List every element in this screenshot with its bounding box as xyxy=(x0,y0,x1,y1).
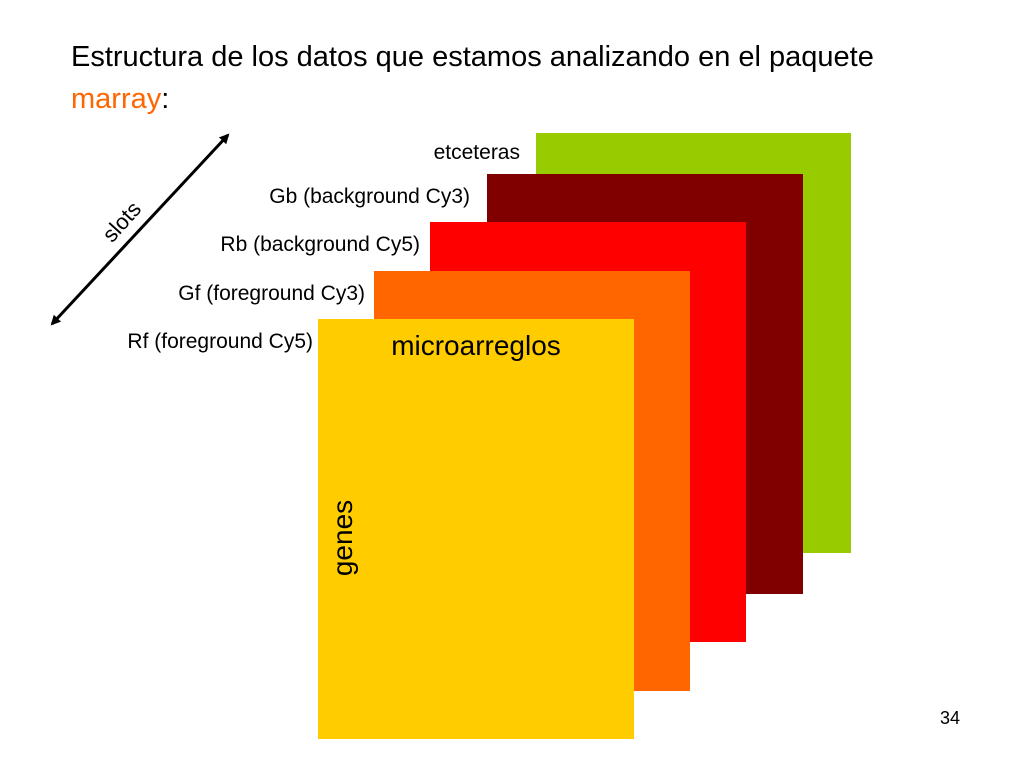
title-highlight-marray: marray xyxy=(71,83,162,115)
layer-rf-foreground-cy5 xyxy=(318,319,634,739)
label-gb-background-cy3: Gb (background Cy3) xyxy=(269,185,470,208)
page-number: 34 xyxy=(939,708,961,728)
title-colon: : xyxy=(161,83,170,115)
axis-label-microarreglos: microarreglos xyxy=(391,330,561,361)
label-rf-foreground-cy5: Rf (foreground Cy5) xyxy=(127,330,313,353)
slide-title: Estructura de los datos que estamos anal… xyxy=(71,36,971,120)
title-text: Estructura de los datos que estamos anal… xyxy=(71,41,874,73)
label-rb-background-cy5: Rb (background Cy5) xyxy=(220,233,420,256)
label-etceteras: etceteras xyxy=(433,141,520,164)
double-arrow-line xyxy=(50,133,230,326)
